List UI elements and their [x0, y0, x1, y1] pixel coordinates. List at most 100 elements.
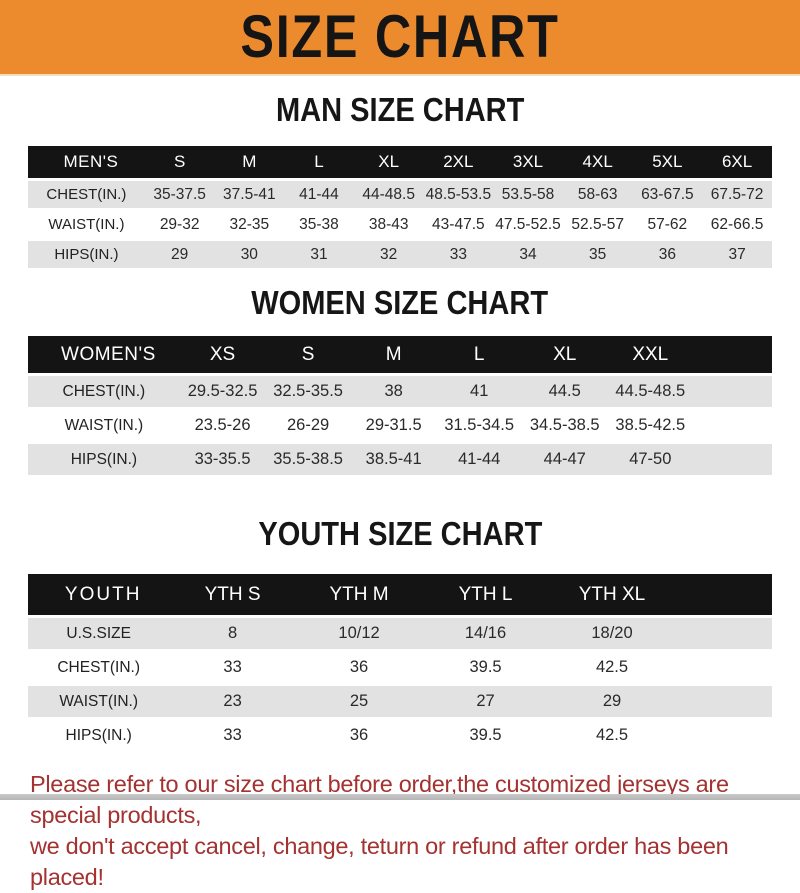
- size-value-cell: 43-47.5: [432, 215, 485, 233]
- table-header-label: MEN'S: [63, 152, 119, 171]
- size-value-cell: 38.5-42.5: [615, 416, 686, 434]
- column-header: YTH S: [204, 583, 261, 605]
- size-value-cell: 25: [349, 692, 369, 710]
- size-value-cell: 38-43: [368, 215, 409, 233]
- spacer-cell: [693, 410, 772, 441]
- size-value-cell: 33: [223, 658, 242, 676]
- column-header: YTH XL: [578, 583, 646, 605]
- size-value-cell: 29: [171, 245, 189, 263]
- section-heading-women: WOMEN SIZE CHART: [0, 286, 800, 319]
- spacer-cell: [693, 444, 772, 475]
- size-value-cell: 36: [349, 726, 369, 744]
- size-value-cell: 35: [589, 245, 607, 263]
- size-value-cell: 26-29: [287, 416, 330, 434]
- size-value-cell: 34: [519, 245, 537, 263]
- size-value-cell: 62-66.5: [710, 215, 764, 233]
- row-label: HIPS(IN.): [65, 726, 132, 744]
- size-value-cell: 10/12: [338, 624, 380, 642]
- size-value-cell: 14/16: [464, 624, 507, 642]
- row-label: CHEST(IN.): [62, 382, 146, 400]
- column-header: L: [473, 343, 485, 365]
- row-label: U.S.SIZE: [66, 624, 131, 642]
- row-label: WAIST(IN.): [48, 216, 125, 233]
- size-value-cell: 33: [449, 245, 467, 263]
- table-row: WAIST(IN.) 23 25 27 29: [28, 686, 772, 717]
- table-row: HIPS(IN.) 29 30 31 32 33 34 35 36 37: [28, 241, 772, 268]
- size-value-cell: 39.5: [469, 658, 502, 676]
- column-header: YTH M: [329, 583, 389, 605]
- column-header: M: [242, 152, 257, 171]
- order-disclaimer-note: Please refer to our size chart before or…: [30, 769, 800, 893]
- size-value-cell: 44.5-48.5: [615, 382, 686, 400]
- size-value-cell: 44-47: [543, 450, 586, 468]
- column-header: XS: [209, 343, 236, 365]
- bottom-border-strip: [0, 794, 800, 800]
- size-value-cell: 47-50: [629, 450, 672, 468]
- size-value-cell: 42.5: [595, 658, 629, 676]
- size-value-cell: 32-35: [229, 215, 270, 233]
- table-header-row: WOMEN'S XS S M L XL XXL: [28, 336, 772, 373]
- size-value-cell: 29: [602, 692, 622, 710]
- spacer-cell: [675, 574, 772, 615]
- column-header: 5XL: [652, 152, 683, 171]
- spacer-cell: [693, 376, 772, 407]
- column-header: XL: [378, 152, 400, 171]
- spacer-cell: [675, 720, 772, 751]
- size-value-cell: 39.5: [469, 726, 502, 744]
- table-row: HIPS(IN.) 33-35.5 35.5-38.5 38.5-41 41-44 44-…: [28, 444, 772, 475]
- section-heading-women-text: WOMEN SIZE CHART: [251, 284, 549, 321]
- size-value-cell: 34.5-38.5: [529, 416, 600, 434]
- spacer-cell: [675, 618, 772, 649]
- size-value-cell: 29-31.5: [365, 416, 422, 434]
- size-value-cell: 35.5-38.5: [273, 450, 343, 468]
- size-chart-banner: SIZE CHART: [0, 0, 800, 76]
- size-value-cell: 31.5-34.5: [444, 416, 515, 434]
- size-value-cell: 23.5-26: [194, 416, 251, 434]
- size-value-cell: 44-48.5: [362, 185, 415, 203]
- youth-size-table: YOUTH YTH S YTH M YTH L YTH XL U.S.SIZE 8 10/12…: [28, 571, 772, 754]
- size-value-cell: 29-32: [159, 215, 200, 233]
- column-header: L: [314, 152, 324, 171]
- table-row: U.S.SIZE 8 10/12 14/16 18/20: [28, 618, 772, 649]
- size-value-cell: 58-63: [577, 185, 618, 203]
- men-size-table: MEN'S S M L XL 2XL 3XL 4XL 5XL 6XL CHEST(IN.) 35-37…: [28, 143, 772, 271]
- size-value-cell: 44.5: [548, 382, 581, 400]
- row-label: CHEST(IN.): [57, 658, 141, 676]
- size-value-cell: 63-67.5: [641, 185, 694, 203]
- size-value-cell: 35-37.5: [153, 185, 206, 203]
- table-row: WAIST(IN.) 29-32 32-35 35-38 38-43 43-47.5 47.…: [28, 211, 772, 238]
- spacer-cell: [675, 686, 772, 717]
- size-value-cell: 57-62: [647, 215, 688, 233]
- column-header: S: [301, 343, 315, 365]
- size-value-cell: 29.5-32.5: [187, 382, 258, 400]
- note-line-2: we don't accept cancel, change, teturn o…: [30, 833, 729, 890]
- size-value-cell: 33-35.5: [194, 450, 251, 468]
- size-value-cell: 37.5-41: [223, 185, 276, 203]
- size-value-cell: 36: [658, 245, 676, 263]
- size-value-cell: 47.5-52.5: [495, 215, 561, 233]
- table-row: WAIST(IN.) 23.5-26 26-29 29-31.5 31.5-34.5 34…: [28, 410, 772, 441]
- row-label: WAIST(IN.): [64, 416, 144, 434]
- table-row: HIPS(IN.) 33 36 39.5 42.5: [28, 720, 772, 751]
- row-label: CHEST(IN.): [46, 186, 127, 203]
- size-value-cell: 42.5: [595, 726, 629, 744]
- table-row: CHEST(IN.) 33 36 39.5 42.5: [28, 652, 772, 683]
- note-line-1: Please refer to our size chart before or…: [30, 771, 729, 828]
- column-header: 3XL: [512, 152, 544, 171]
- table-header-label: WOMEN'S: [61, 343, 156, 365]
- size-value-cell: 32: [380, 245, 398, 263]
- page-title: SIZE CHART: [240, 3, 560, 70]
- size-value-cell: 38: [384, 382, 403, 400]
- size-value-cell: 35-38: [299, 215, 339, 233]
- size-value-cell: 37: [728, 245, 746, 263]
- size-value-cell: 41-44: [299, 185, 339, 203]
- size-value-cell: 18/20: [591, 624, 633, 642]
- section-heading-man-text: MAN SIZE CHART: [275, 91, 525, 128]
- row-label: WAIST(IN.): [59, 692, 138, 710]
- table-header-row: MEN'S S M L XL 2XL 3XL 4XL 5XL 6XL: [28, 146, 772, 178]
- size-value-cell: 67.5-72: [710, 185, 764, 203]
- table-row: CHEST(IN.) 29.5-32.5 32.5-35.5 38 41 44.5 44.5…: [28, 376, 772, 407]
- size-value-cell: 52.5-57: [571, 215, 624, 233]
- section-heading-youth: YOUTH SIZE CHART: [0, 517, 800, 550]
- column-header: M: [385, 343, 402, 365]
